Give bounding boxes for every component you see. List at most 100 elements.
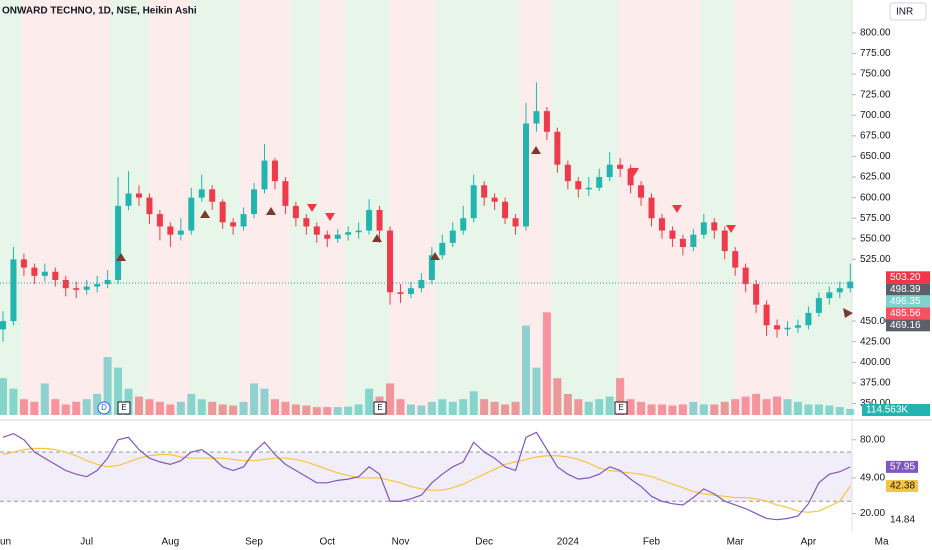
event-label: E [121, 403, 126, 412]
candle-body [0, 321, 6, 330]
session-band [735, 0, 792, 415]
x-tick-label: 2024 [557, 537, 580, 548]
signal-marker [266, 207, 276, 215]
candle-body [62, 279, 69, 289]
volume-bar [344, 406, 353, 415]
y-tick-label: 450.00 [860, 316, 891, 327]
candle-body [188, 197, 195, 231]
candle-body [125, 193, 132, 206]
x-tick-label: Sep [245, 537, 263, 548]
x-tick-label: Nov [392, 537, 410, 548]
candle-body [784, 327, 791, 330]
candle-body [156, 214, 163, 227]
candle-body [805, 312, 812, 326]
candle-body [397, 292, 404, 294]
x-tick-label: Oct [319, 537, 335, 548]
event-badges: D E E E [97, 401, 628, 415]
candle-body [20, 259, 27, 268]
event-badge [117, 401, 131, 415]
candle-body [366, 209, 373, 231]
signal-marker [843, 308, 853, 318]
candle-body [826, 292, 833, 299]
session-band [190, 0, 240, 415]
candle-body [460, 218, 467, 231]
session-band [552, 0, 618, 415]
volume-bar [103, 357, 112, 415]
plot: 800.00 775.00 750.00 725.00 700.00 675.00 650.… [0, 28, 930, 548]
volume-bar [386, 383, 395, 415]
y-tick-label: 650.00 [860, 151, 891, 162]
volume-bar [448, 401, 457, 415]
candle-body [52, 271, 59, 280]
candle-body [502, 201, 509, 219]
session-band [700, 0, 735, 415]
candle-body [658, 218, 665, 231]
rsi-badge-label: 42.38 [890, 481, 915, 492]
x-tick-label: Jun [0, 537, 11, 548]
candle-body [523, 123, 529, 227]
volume-bar [19, 399, 28, 415]
volume-bar [250, 383, 259, 415]
candle-body [794, 325, 801, 328]
event-badge [373, 401, 387, 415]
candle-body [135, 193, 142, 198]
candle-body [345, 232, 352, 235]
candle-body [627, 168, 634, 186]
signal-marker [531, 146, 541, 154]
sell-markers [307, 168, 736, 233]
volume-bar [459, 399, 468, 415]
volume-bar [323, 407, 332, 415]
volume-bar [30, 401, 39, 415]
volume-bar [532, 367, 541, 415]
candle-body [407, 288, 414, 294]
candle-body [753, 284, 760, 305]
event-label: D [101, 403, 107, 412]
volume-bar [835, 407, 844, 415]
candle-body [198, 189, 205, 198]
session-band [618, 0, 700, 415]
volume-bar [218, 404, 227, 415]
y-tick-label: 625.00 [860, 172, 891, 183]
candle-body [606, 164, 613, 178]
price-badge [886, 307, 930, 320]
session-shading [0, 0, 852, 415]
volume-bar [752, 393, 761, 415]
volume-bar [187, 393, 196, 415]
candle-body [711, 222, 718, 231]
volume-bar [595, 399, 604, 415]
price-badge [886, 295, 930, 308]
candle-body [836, 288, 843, 293]
volume-bar [626, 399, 635, 415]
candle-body [763, 304, 770, 326]
candle-body [449, 230, 456, 243]
volume-bar [302, 405, 311, 415]
volume-bar [208, 401, 217, 415]
x-tick-label: Dec [475, 537, 493, 548]
currency-button[interactable] [889, 2, 927, 21]
signal-markers [116, 146, 853, 318]
candle-body [491, 197, 498, 202]
candle-body [31, 267, 38, 276]
volume-bar [61, 404, 70, 415]
candle-body [292, 205, 299, 219]
volume-bar [480, 399, 489, 415]
event-badge [97, 401, 111, 415]
session-band [240, 0, 290, 415]
price-badge-label: 498.39 [890, 284, 921, 295]
signal-marker [629, 168, 639, 176]
y-tick-label: 600.00 [860, 192, 891, 203]
volume-bar [501, 404, 510, 415]
event-label: E [377, 403, 382, 412]
event-badge [614, 401, 628, 415]
price-badge [886, 271, 930, 284]
volume-bar [229, 405, 238, 415]
volume-bar [114, 367, 123, 415]
rsi-badge [886, 480, 918, 493]
y-tick-label: 375.00 [860, 378, 891, 389]
volume-bar [72, 401, 81, 415]
candle-body [721, 230, 728, 252]
price-badge-label: 503.20 [890, 272, 921, 283]
signal-marker [307, 204, 317, 212]
x-tick-label: Feb [643, 537, 661, 548]
